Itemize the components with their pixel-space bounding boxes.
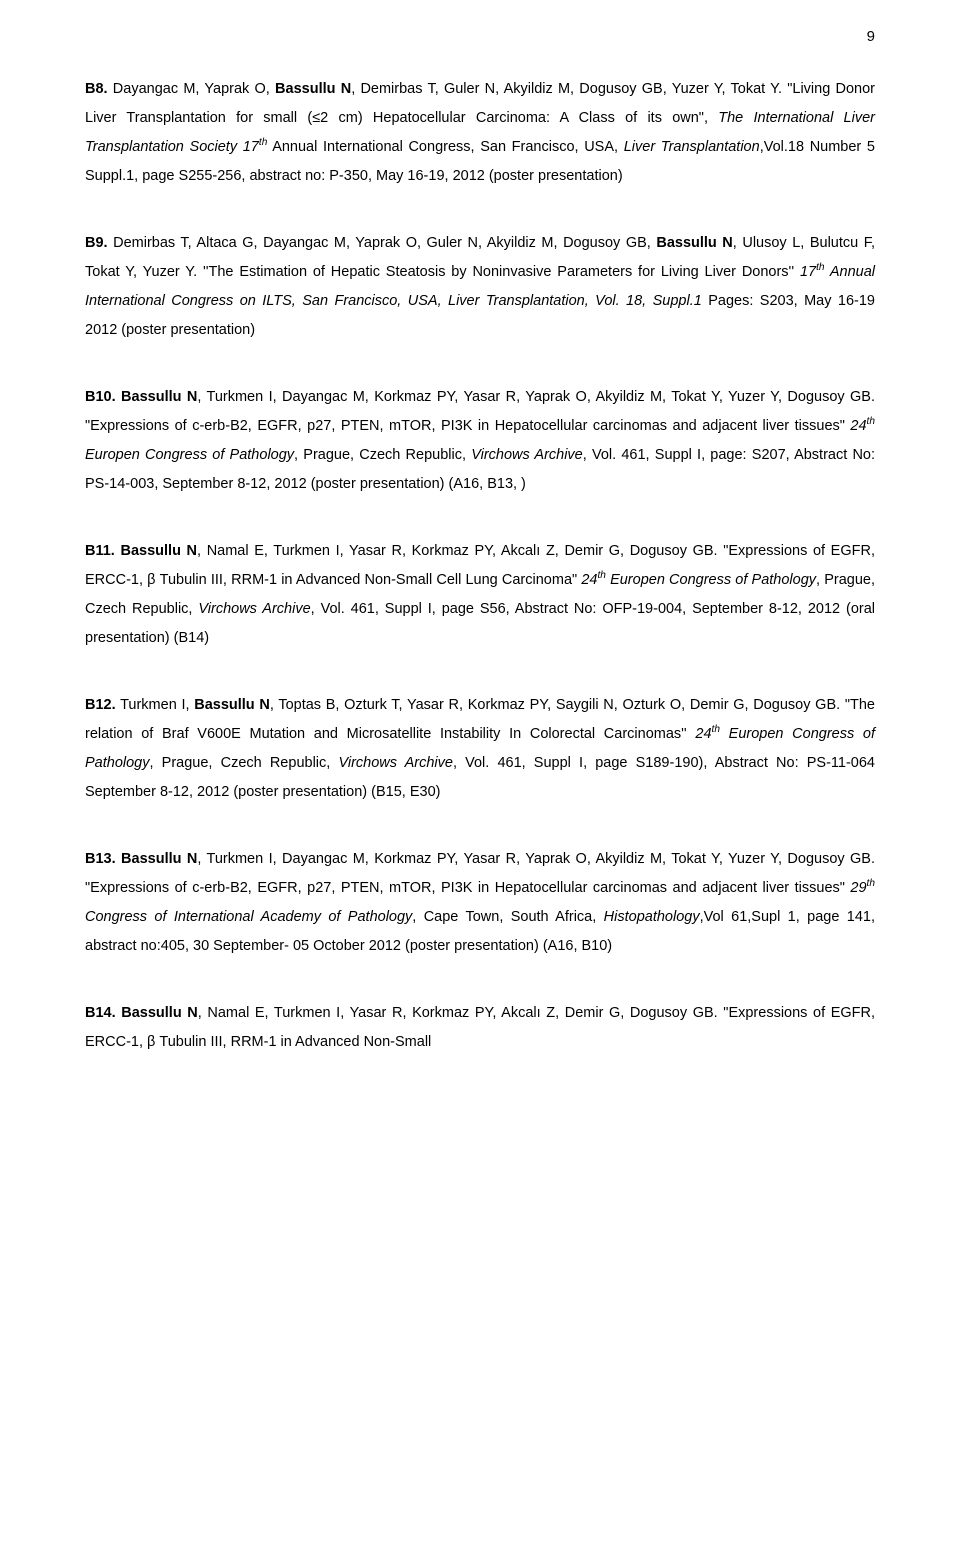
entry-venue: Virchows Archive [471,447,583,463]
entry-text: , Turkmen I, Dayangac M, Korkmaz PY, Yas… [85,851,875,896]
entry-venue: Europen Congress of Pathology [85,447,294,463]
entry-sup: th [816,262,824,273]
entry-b14: B14. Bassullu N, Namal E, Turkmen I, Yas… [85,999,875,1057]
entry-text: , Prague, Czech Republic, [294,447,471,463]
entry-label: B13. [85,851,116,867]
page-number: 9 [867,28,875,45]
entry-text: Annual International Congress, San Franc… [267,139,623,155]
entry-sup: th [867,878,875,889]
entry-label: B14. [85,1005,116,1021]
entry-venue: Liver Transplantation [624,139,760,155]
entry-text: , Cape Town, South Africa, [412,909,603,925]
entry-venue: 24 [695,726,711,742]
entry-venue: Histopathology [604,909,700,925]
entry-author-bold: Bassullu N [121,389,197,405]
entry-label: B10. [85,389,116,405]
entry-b12: B12. Turkmen I, Bassullu N, Toptas B, Oz… [85,691,875,807]
entry-text: , Turkmen I, Dayangac M, Korkmaz PY, Yas… [85,389,875,434]
entry-text: Demirbas T, Altaca G, Dayangac M, Yaprak… [108,235,657,251]
entry-author-bold: Bassullu N [120,543,197,559]
entry-b13: B13. Bassullu N, Turkmen I, Dayangac M, … [85,845,875,961]
entry-venue: Virchows Archive [198,601,310,617]
entry-author-bold: Bassullu N [194,697,270,713]
entry-b11: B11. Bassullu N, Namal E, Turkmen I, Yas… [85,537,875,653]
entry-text: , Prague, Czech Republic, [150,755,339,771]
entry-venue: 24 [581,572,597,588]
entry-author-bold: Bassullu N [656,235,732,251]
entry-venue: 17 [800,264,816,280]
entry-venue: 29 [850,880,866,896]
entry-text: , Namal E, Turkmen I, Yasar R, Korkmaz P… [85,1005,875,1050]
entry-author-bold: Bassullu N [121,851,197,867]
entry-author-bold: Bassullu N [121,1005,198,1021]
entry-author-bold: Bassullu N [275,81,351,97]
entry-b8: B8. Dayangac M, Yaprak O, Bassullu N, De… [85,75,875,191]
entry-venue: Europen Congress of Pathology [606,572,816,588]
entry-label: B12. [85,697,116,713]
entry-label: B11. [85,543,115,559]
entry-sup: th [712,724,720,735]
entry-sup: th [597,570,605,581]
entry-b9: B9. Demirbas T, Altaca G, Dayangac M, Ya… [85,229,875,345]
entry-venue: Congress of International Academy of Pat… [85,909,412,925]
entry-sup: th [867,416,875,427]
page: 9 B8. Dayangac M, Yaprak O, Bassullu N, … [0,0,960,1565]
entry-b10: B10. Bassullu N, Turkmen I, Dayangac M, … [85,383,875,499]
entry-text: Turkmen I, [116,697,195,713]
entry-venue: Virchows Archive [338,755,453,771]
entry-label: B9. [85,235,108,251]
entry-venue: 24 [850,418,866,434]
entry-label: B8. [85,81,108,97]
entry-text: Dayangac M, Yaprak O, [108,81,275,97]
